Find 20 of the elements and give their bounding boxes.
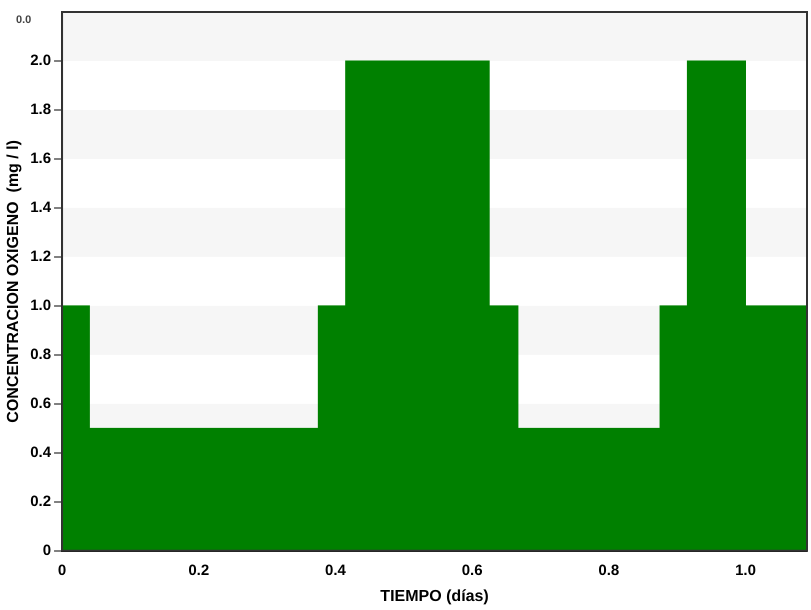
y-tick-label: 1.6 bbox=[30, 150, 52, 168]
y-tick-label: 0.4 bbox=[30, 444, 52, 461]
text: 0.0 bbox=[16, 14, 32, 26]
x-axis-title: TIEMPO (días) bbox=[380, 588, 489, 605]
y-tick-label: 1.0 bbox=[30, 297, 52, 314]
y-tick-label: 0.6 bbox=[30, 394, 52, 412]
y-tick-label: 0.2 bbox=[30, 492, 52, 510]
y-tick-label: 1.4 bbox=[30, 199, 52, 216]
y-tick-label: 0 bbox=[42, 542, 52, 559]
x-tick-label: 0.8 bbox=[598, 562, 620, 579]
x-tick-label: 1.0 bbox=[735, 562, 756, 579]
x-tick-label: 0.6 bbox=[462, 562, 483, 579]
y-axis-title: CONCENTRACION OXIGENO (mg / l) bbox=[5, 140, 22, 423]
y-tick-label: 2.0 bbox=[30, 52, 52, 70]
y-tick-label: 0.8 bbox=[30, 346, 52, 364]
x-tick-label: 0.2 bbox=[188, 562, 210, 579]
y-tick-label: 1.2 bbox=[30, 248, 52, 266]
x-tick-label: 0.4 bbox=[325, 562, 347, 579]
x-tick-label: 0 bbox=[58, 562, 66, 579]
y-tick-label: 1.8 bbox=[30, 101, 52, 118]
